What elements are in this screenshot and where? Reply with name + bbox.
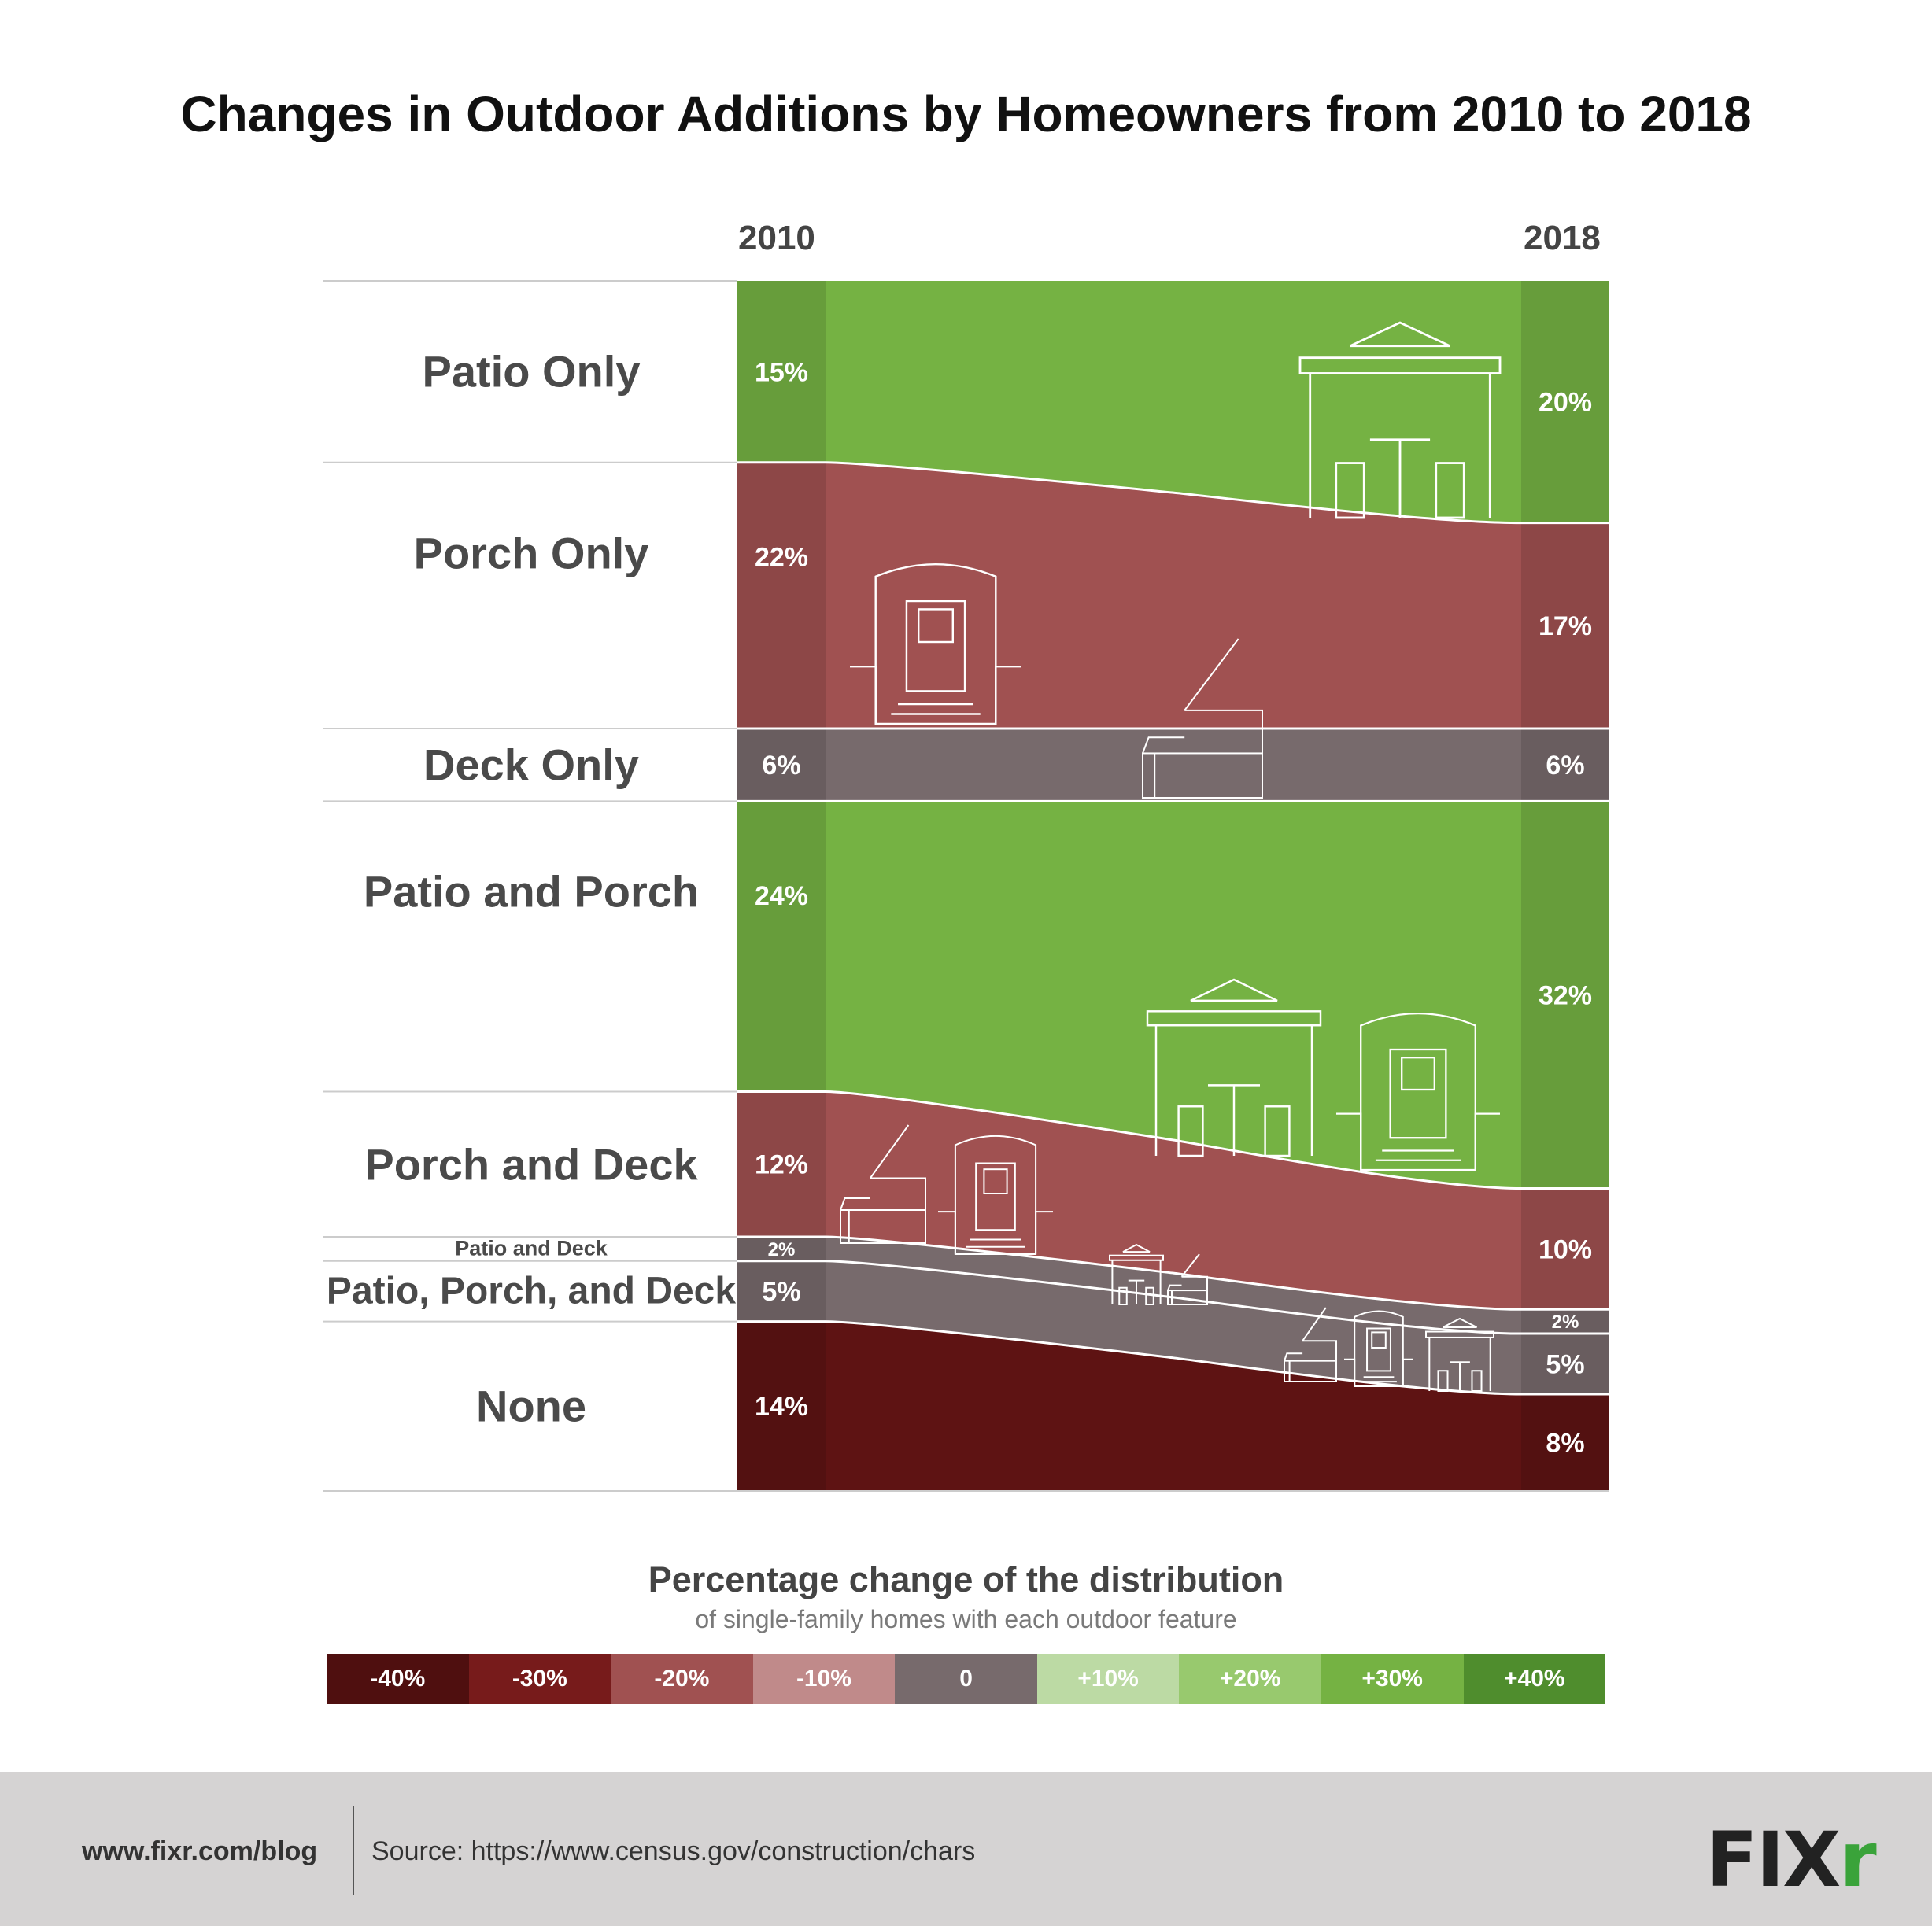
- chart-title: Changes in Outdoor Additions by Homeowne…: [180, 86, 1752, 142]
- legend-bar: -40% -30% -20% -10% 0 +10% +20% +30% +40%: [327, 1654, 1606, 1704]
- legend-swatch: +10%: [1036, 1654, 1180, 1704]
- year-label-2018: 2018: [1524, 219, 1601, 257]
- year-column-2018: [1521, 1393, 1609, 1491]
- row-label-none: None: [476, 1381, 586, 1431]
- footer: www.fixr.com/blog Source: https://www.ce…: [0, 1772, 1932, 1926]
- legend-swatch: +20%: [1179, 1654, 1321, 1704]
- legend-title: Percentage change of the distribution: [648, 1559, 1284, 1599]
- band-boundary: [737, 1320, 1609, 1396]
- year-column-2010: [737, 1091, 826, 1238]
- year-label-2010: 2010: [738, 219, 815, 257]
- deck-icon: [840, 1124, 926, 1244]
- value-label-2018: 10%: [1539, 1234, 1592, 1264]
- value-label-2010: 6%: [762, 751, 800, 780]
- year-column-2018: [1521, 1309, 1609, 1334]
- legend-swatch: +40%: [1463, 1654, 1606, 1704]
- gazebo-icon: [1298, 321, 1502, 519]
- band-patio-porch-and-deck: [737, 1260, 1609, 1394]
- band-boundary: [737, 1090, 1609, 1190]
- legend-swatch: -40%: [327, 1654, 469, 1704]
- value-label-2010: 5%: [762, 1277, 800, 1307]
- value-label-2010: 24%: [755, 881, 808, 911]
- legend-swatch: -20%: [611, 1654, 753, 1704]
- year-column-2018: [1521, 729, 1609, 802]
- legend-subtitle: of single-family homes with each outdoor…: [695, 1605, 1237, 1633]
- year-column-2010: [737, 462, 826, 729]
- value-label-2018: 5%: [1546, 1349, 1584, 1379]
- year-column-2010: [737, 1321, 826, 1491]
- logo-main: FIX: [1706, 1816, 1841, 1904]
- value-label-2010: 12%: [755, 1150, 808, 1180]
- value-label-2018: 20%: [1539, 388, 1592, 418]
- row-label-porch-only: Porch Only: [413, 528, 649, 578]
- row-label-patio-porch-and-deck: Patio, Porch, and Deck: [326, 1270, 737, 1312]
- value-label-2018: 17%: [1539, 611, 1592, 641]
- gazebo-icon: [1425, 1317, 1494, 1392]
- deck-icon: [1142, 638, 1263, 799]
- porch-house-icon: [850, 563, 1021, 725]
- gazebo-icon: [1146, 978, 1322, 1157]
- band-boundary: [737, 461, 1609, 525]
- band-deck-only: [737, 729, 1609, 802]
- logo-accent: r: [1839, 1816, 1876, 1904]
- value-label-2010: 14%: [755, 1392, 808, 1422]
- row-label-patio-only: Patio Only: [422, 346, 641, 397]
- band-patio-and-porch: [737, 801, 1609, 1189]
- band-patio-only: [737, 281, 1609, 523]
- gazebo-icon: [1109, 1243, 1164, 1305]
- footer-divider: [353, 1806, 354, 1895]
- value-label-2018: 2%: [1552, 1312, 1579, 1333]
- year-column-2018: [1521, 1334, 1609, 1394]
- legend-swatch: +30%: [1321, 1654, 1464, 1704]
- row-label-patio-and-deck: Patio and Deck: [455, 1236, 608, 1260]
- year-column-2010: [737, 1260, 826, 1322]
- legend-swatch: -10%: [752, 1654, 896, 1704]
- value-label-2010: 22%: [755, 543, 808, 573]
- year-column-2018: [1521, 522, 1609, 729]
- year-column-2018: [1521, 1188, 1609, 1310]
- value-label-2010: 15%: [755, 357, 808, 387]
- value-label-2010: 2%: [768, 1239, 796, 1260]
- row-label-porch-and-deck: Porch and Deck: [364, 1139, 698, 1190]
- legend-swatch: -30%: [468, 1654, 611, 1704]
- band-porch-only: [737, 462, 1609, 729]
- year-column-2010: [737, 801, 826, 1092]
- year-column-2018: [1521, 281, 1609, 523]
- porch-house-icon: [938, 1135, 1053, 1255]
- fixr-logo: FIXr: [1706, 1816, 1877, 1904]
- value-label-2018: 6%: [1546, 751, 1584, 780]
- year-column-2018: [1521, 801, 1609, 1189]
- deck-icon: [1284, 1307, 1337, 1383]
- porch-house-icon: [1336, 1013, 1500, 1171]
- row-label-patio-and-porch: Patio and Porch: [363, 866, 700, 917]
- deck-icon: [1167, 1253, 1208, 1305]
- year-column-2010: [737, 281, 826, 463]
- value-label-2018: 32%: [1539, 980, 1592, 1010]
- band-boundary: [737, 1260, 1609, 1335]
- year-column-2010: [737, 729, 826, 802]
- footer-source: Source: https://www.census.gov/construct…: [371, 1836, 976, 1866]
- legend-swatch: 0: [895, 1654, 1037, 1704]
- stream-chart: 15% 20% 22% 17% 6% 6% 24% 32% 12% 10% 2% 2% 5% 5% 14% 8…: [323, 280, 1609, 1492]
- row-label-deck-only: Deck Only: [423, 740, 639, 790]
- band-none: [737, 1321, 1609, 1491]
- footer-url[interactable]: www.fixr.com/blog: [82, 1836, 318, 1866]
- value-label-2018: 8%: [1546, 1428, 1584, 1458]
- porch-house-icon: [1344, 1310, 1413, 1387]
- year-column-2010: [737, 1237, 826, 1261]
